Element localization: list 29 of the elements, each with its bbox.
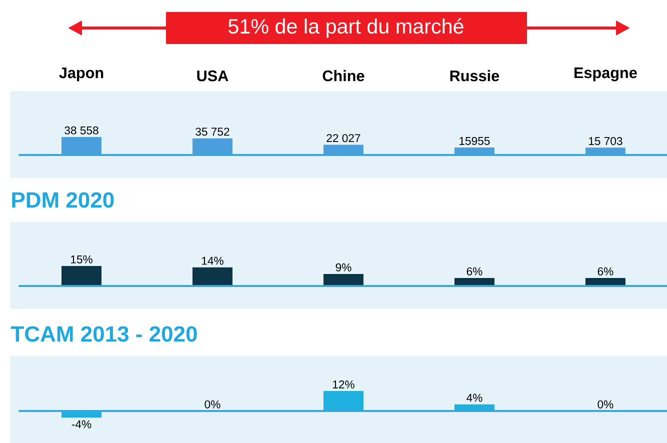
data-label: 6% [598,267,614,276]
chart-title: 51% de la part du marché [228,18,464,38]
data-label: 15% [71,255,92,264]
bar [323,274,364,286]
bar [61,137,102,156]
data-label: 4% [466,394,482,402]
chart-title: PDM 2020 [12,192,114,208]
chart-title: TCAM 2013 - 2020 [10,326,197,342]
data-label: 12% [332,380,354,388]
data-label: 9% [336,263,352,272]
x-tick-label: Japon [59,68,104,82]
x-tick-label: USA [197,70,228,82]
bar [192,267,232,286]
data-label: 6% [466,267,482,276]
data-label: 22 027 [326,134,360,142]
data-label: 15955 [460,136,490,145]
data-label: 35 752 [196,128,230,136]
data-label: 0% [204,400,220,408]
bar [192,138,232,156]
x-tick-label: Espagne [574,68,637,82]
x-tick-label: Chine [322,70,364,82]
data-label: 14% [202,256,224,265]
data-label: 0% [598,400,614,408]
data-label: 15 703 [588,137,622,146]
bar [323,144,364,156]
data-label: 38 558 [64,126,98,134]
bar [61,266,102,286]
x-tick-label: Russie [450,70,500,82]
data-label: -4% [72,420,92,428]
